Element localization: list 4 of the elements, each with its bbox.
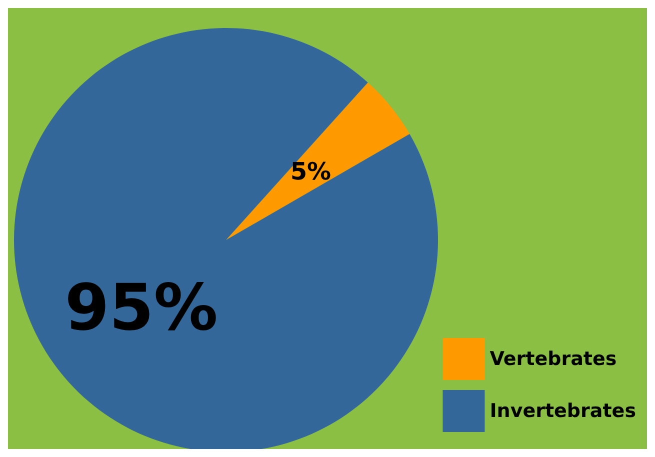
legend-label: Vertebrates (490, 348, 617, 370)
legend-label: Invertebrates (490, 400, 636, 422)
data-label: 95% (64, 272, 218, 346)
data-label: 5% (290, 157, 332, 186)
